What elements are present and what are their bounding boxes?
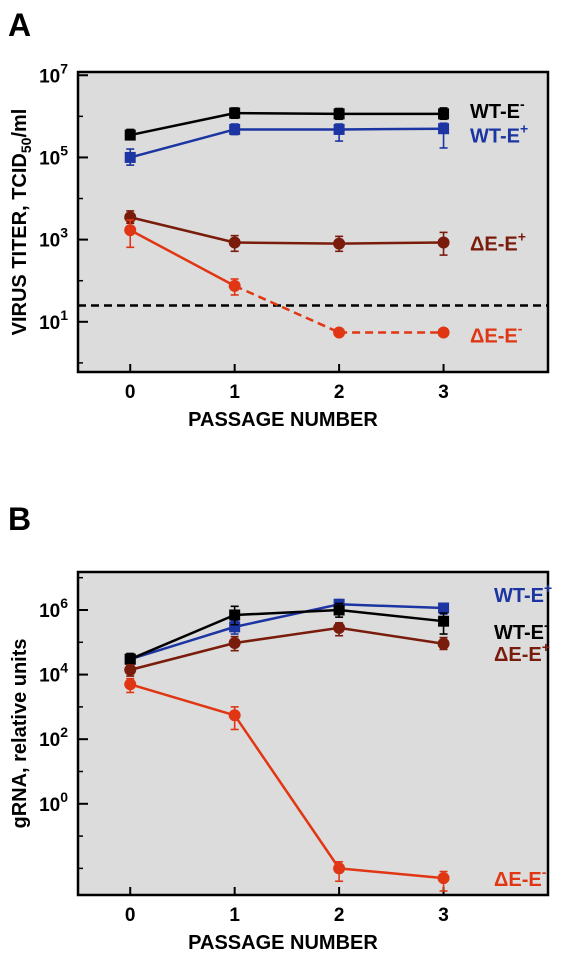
- data-point: [228, 236, 241, 249]
- data-point: [229, 107, 241, 119]
- x-axis-title: PASSAGE NUMBER: [188, 409, 378, 431]
- series-line-segment: [234, 626, 340, 645]
- y-axis-title: VIRUS TITER, TCID50/ml: [9, 109, 34, 336]
- data-point: [333, 604, 345, 616]
- series-line-segment: [234, 608, 340, 617]
- series-label: ΔE-E+: [470, 229, 526, 256]
- data-point: [124, 678, 137, 691]
- data-point: [124, 129, 136, 141]
- x-axis-title: PASSAGE NUMBER: [188, 932, 378, 954]
- data-point: [229, 609, 241, 621]
- series-line-segment: [339, 241, 444, 245]
- series-line-segment: [338, 867, 444, 880]
- series-label: WT-E+: [470, 121, 528, 148]
- series-line-segment: [129, 641, 235, 672]
- series-line-segment: [233, 714, 341, 870]
- data-point: [438, 615, 450, 627]
- series-line-segment: [339, 127, 444, 131]
- data-point: [124, 151, 136, 163]
- x-tick-label: 2: [334, 382, 345, 403]
- panel-letter-a: A: [8, 7, 31, 43]
- series-line-segment: [129, 613, 236, 661]
- data-point: [333, 326, 346, 339]
- y-tick-label: 104: [39, 660, 68, 687]
- x-tick-label: 1: [229, 382, 240, 403]
- x-tick-label: 2: [334, 905, 345, 926]
- y-tick-label: 102: [39, 724, 68, 751]
- series-line-segment: [339, 603, 444, 610]
- series-label: WT-E-: [470, 96, 525, 123]
- series-label: WT-E+: [494, 580, 552, 607]
- chart-panel-a: 0 1 2 3 101 103 105 107 PASSAGE NUMBER VIRUS TITE…: [9, 60, 550, 431]
- x-tick-label: 0: [125, 382, 136, 403]
- data-point: [229, 621, 241, 633]
- x-tick-label: 3: [438, 905, 449, 926]
- data-point: [333, 108, 345, 120]
- plot-area: [76, 570, 550, 897]
- series-label: ΔE-E+: [494, 639, 550, 666]
- y-axis-title: gRNA, relative units: [9, 638, 31, 828]
- series-1: WT-E-: [124, 602, 549, 666]
- x-tick-label: 1: [229, 905, 240, 926]
- data-point: [124, 663, 137, 676]
- series-line-segment: [234, 241, 340, 245]
- data-point: [437, 872, 450, 885]
- series-line-segment: [129, 216, 235, 244]
- y-tick-label: 106: [39, 595, 68, 622]
- series-0: WT-E-: [124, 96, 525, 141]
- y-tick-label: 105: [39, 142, 68, 169]
- data-point: [333, 237, 346, 250]
- series-label: WT-E-: [494, 617, 549, 644]
- series-line-segment: [129, 683, 236, 717]
- series-line-segment: [338, 608, 444, 623]
- data-point: [333, 123, 345, 135]
- series-2: ΔE-E+: [124, 621, 550, 677]
- data-point: [124, 653, 136, 665]
- series-line-segment: [234, 111, 340, 116]
- series-3: ΔE-E-: [124, 219, 523, 347]
- data-point: [333, 862, 346, 875]
- y-tick-label: 101: [39, 307, 68, 334]
- series-3: ΔE-E-: [124, 677, 547, 892]
- data-point: [438, 123, 450, 135]
- series-line-segment: [129, 111, 235, 137]
- series-label: ΔE-E-: [494, 864, 547, 891]
- data-point: [228, 637, 241, 650]
- plot-area: [76, 70, 550, 374]
- data-point: [438, 108, 450, 120]
- x-tick-label: 3: [438, 382, 449, 403]
- data-point: [437, 326, 450, 339]
- data-point: [438, 602, 450, 614]
- series-line-segment: [234, 284, 340, 334]
- data-point: [228, 709, 241, 722]
- y-tick-label: 100: [39, 789, 68, 816]
- data-point: [333, 621, 346, 634]
- panel-letter-b: B: [8, 501, 31, 537]
- chart-panel-b: 0 1 2 3 100 102 104 106 PASSAGE NUMBER gRNA, rela…: [9, 570, 552, 954]
- y-tick-label: 103: [39, 225, 68, 252]
- data-point: [228, 279, 241, 292]
- series-1: WT-E+: [124, 121, 528, 166]
- data-point: [124, 224, 137, 237]
- series-line-segment: [234, 603, 340, 629]
- data-point: [437, 637, 450, 650]
- series-line-segment: [129, 128, 235, 159]
- series-line-segment: [338, 626, 444, 646]
- data-point: [229, 123, 241, 135]
- series-line-segment: [129, 625, 236, 661]
- y-tick-label: 107: [39, 60, 68, 87]
- data-point: [437, 236, 450, 249]
- series-line-segment: [129, 229, 236, 287]
- x-tick-label: 0: [125, 905, 136, 926]
- series-label: ΔE-E-: [470, 320, 523, 347]
